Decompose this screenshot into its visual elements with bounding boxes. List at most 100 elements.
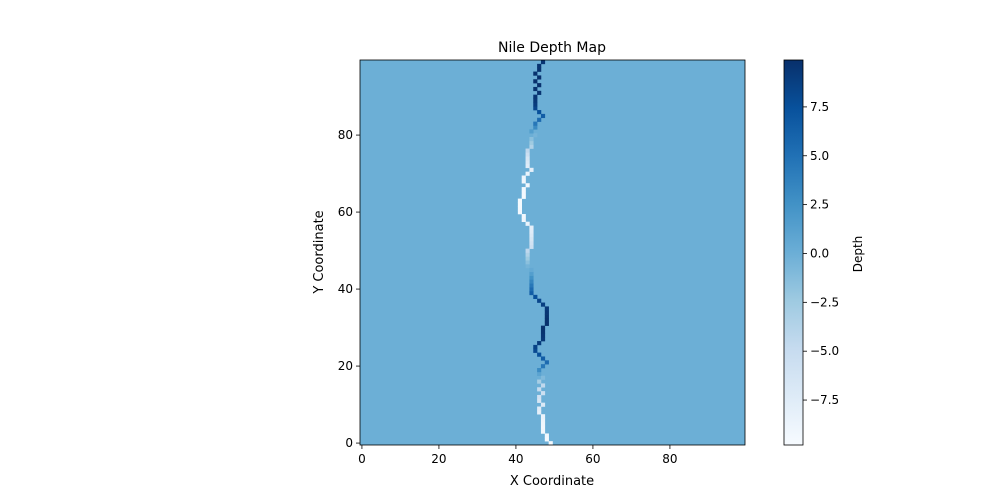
river-cell [537, 341, 542, 346]
river-cell [533, 102, 538, 107]
x-tick-label: 20 [431, 452, 446, 466]
x-axis-label: X Coordinate [510, 474, 594, 489]
river-cell [529, 267, 534, 273]
river-cell [544, 437, 549, 442]
river-cell [537, 406, 542, 411]
river-cell [529, 233, 534, 238]
river-cell [529, 291, 534, 296]
river-cell [540, 421, 546, 427]
river-cell [529, 244, 534, 249]
x-tick-label: 80 [662, 452, 677, 466]
river-cell [529, 240, 534, 246]
river-cell [525, 252, 530, 257]
river-cell [544, 310, 549, 315]
y-tick-label: 40 [338, 282, 353, 296]
river-cell [544, 321, 549, 326]
river-cell [540, 329, 546, 334]
colorbar-tick-label: 2.5 [810, 198, 829, 212]
river-cell [548, 441, 553, 446]
colorbar-gradient [784, 60, 803, 445]
plot-frame [359, 59, 746, 446]
river-cell [537, 410, 542, 415]
river-cell [525, 248, 530, 253]
y-axis-label: Y Coordinate [312, 210, 327, 294]
y-tick-label: 60 [338, 205, 353, 219]
colorbar-frame [783, 59, 804, 446]
river-cell [533, 98, 538, 103]
river-cell [525, 152, 530, 157]
river-cell [544, 306, 549, 311]
x-tick-label: 40 [508, 452, 523, 466]
river-cell [529, 144, 534, 149]
river-cell [533, 344, 538, 350]
river-cell [533, 348, 538, 353]
river-cell [537, 298, 542, 303]
river-cell [525, 156, 530, 161]
river-cell [529, 229, 534, 234]
river-cell [537, 387, 542, 392]
river-cell [540, 425, 546, 430]
river-cell [544, 433, 549, 438]
x-axis: 0 20 40 60 80 [358, 445, 678, 466]
river-cell [540, 383, 546, 388]
river-cell [537, 90, 542, 95]
river-cell [533, 106, 538, 111]
river-cell [529, 287, 534, 292]
river-cell [537, 83, 542, 88]
river-cell [521, 190, 526, 196]
river-cell [537, 379, 542, 384]
heatmap-cells [517, 60, 553, 446]
river-cell [540, 402, 546, 407]
river-cell [529, 140, 534, 145]
river-cell [544, 317, 549, 323]
river-cell [544, 360, 549, 365]
river-cell [525, 260, 530, 265]
plot-area [359, 59, 746, 446]
river-cell [521, 175, 526, 180]
river-cell [533, 125, 538, 130]
colorbar-tick-label: −2.5 [810, 295, 839, 309]
river-cell [525, 183, 530, 188]
river-cell [540, 325, 546, 330]
river-cell [529, 283, 534, 288]
river-cell [525, 171, 530, 176]
x-tick-label: 60 [585, 452, 600, 466]
river-cell [521, 214, 526, 219]
river-cell [529, 237, 534, 242]
river-cell [537, 67, 542, 72]
river-cell [533, 79, 538, 84]
river-cell [540, 414, 546, 419]
y-tick-label: 80 [338, 128, 353, 142]
river-cell [544, 314, 549, 319]
river-cell [529, 167, 534, 172]
river-cell [529, 271, 534, 276]
river-cell [533, 133, 538, 138]
colorbar-tick-label: 7.5 [810, 100, 829, 114]
y-axis: 0 20 40 60 80 [338, 128, 360, 450]
river-cell [525, 221, 530, 226]
river-cell [525, 148, 530, 153]
river-cell [540, 364, 546, 369]
river-cell [540, 429, 546, 434]
river-cell [540, 391, 546, 396]
river-cell [540, 302, 546, 307]
river-cell [529, 129, 534, 134]
river-cell [529, 275, 534, 280]
river-cell [537, 75, 542, 80]
river-cell [533, 71, 538, 76]
river-cell [525, 264, 530, 269]
river-cell [540, 113, 546, 119]
colorbar-ticks: −7.5 −5.0 −2.5 0.0 2.5 5.0 7.5 [803, 100, 839, 407]
colorbar-tick-label: −7.5 [810, 393, 839, 407]
river-cell [521, 179, 526, 184]
river-cell [540, 375, 546, 380]
river-cell [521, 194, 526, 199]
river-cell [540, 356, 546, 361]
heatmap-background [360, 60, 745, 445]
colorbar-tick-label: −5.0 [810, 344, 839, 358]
x-tick-label: 0 [358, 452, 366, 466]
river-cell [517, 202, 522, 207]
river-cell [529, 225, 534, 230]
river-cell [517, 210, 522, 215]
